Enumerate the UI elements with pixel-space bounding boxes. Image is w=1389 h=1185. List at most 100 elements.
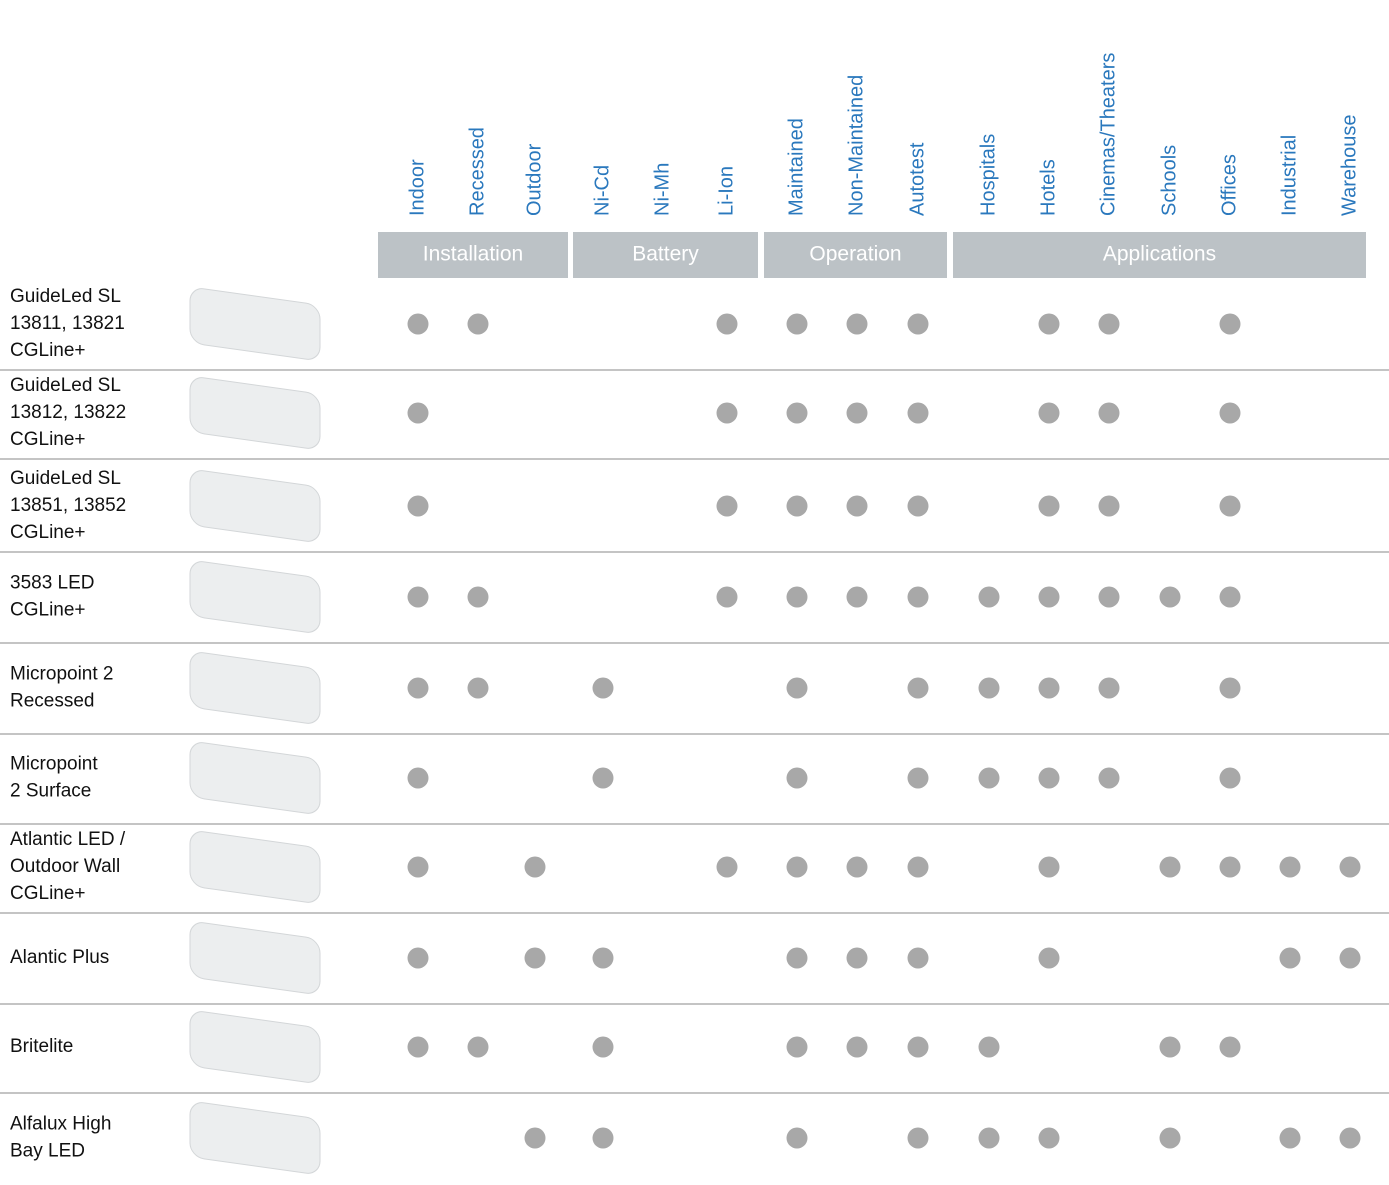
column-header: Indoor (406, 159, 428, 216)
feature-dot (786, 495, 808, 517)
feature-dot (786, 947, 808, 969)
product-name: GuideLed SL (10, 375, 121, 396)
column-header: Ni-Mh (651, 163, 673, 216)
group-label: Battery (632, 243, 699, 266)
feature-dot (907, 947, 929, 969)
group-label: Operation (809, 243, 901, 266)
product-name: Recessed (10, 691, 95, 712)
product-name: CGLine+ (10, 340, 86, 361)
column-header: Recessed (466, 127, 488, 216)
feature-dot (907, 402, 929, 424)
feature-dot (592, 767, 614, 789)
feature-dot (524, 1127, 546, 1149)
feature-dot (467, 677, 489, 699)
feature-dot (592, 1127, 614, 1149)
feature-dot (1038, 586, 1060, 608)
product-name: 13812, 13822 (10, 402, 126, 423)
feature-dot (786, 402, 808, 424)
feature-dot (786, 1127, 808, 1149)
product-image (189, 470, 321, 542)
feature-dot (1038, 677, 1060, 699)
feature-dot (524, 947, 546, 969)
feature-dot (1098, 495, 1120, 517)
column-header: Offices (1218, 154, 1240, 216)
feature-dot (1279, 856, 1301, 878)
feature-dot (1098, 402, 1120, 424)
column-header: Industrial (1278, 135, 1300, 216)
product-image (189, 288, 321, 360)
feature-dot (1098, 677, 1120, 699)
feature-dot (846, 1036, 868, 1058)
column-header: Hotels (1037, 159, 1059, 216)
feature-dot (978, 767, 1000, 789)
feature-dot (1219, 677, 1241, 699)
product-image (189, 922, 321, 994)
product-image (189, 652, 321, 724)
product-name: 13811, 13821 (10, 313, 125, 334)
feature-dot (1279, 947, 1301, 969)
feature-dot (716, 402, 738, 424)
feature-dot (592, 947, 614, 969)
feature-dot (1219, 1036, 1241, 1058)
feature-dot (1219, 586, 1241, 608)
feature-dot (907, 677, 929, 699)
feature-dot (1339, 947, 1361, 969)
column-header: Cinemas/Theaters (1097, 53, 1119, 216)
feature-dot (524, 856, 546, 878)
feature-dot (407, 677, 429, 699)
feature-dot (407, 947, 429, 969)
feature-dot (1279, 1127, 1301, 1149)
feature-dot (716, 586, 738, 608)
feature-dot (407, 767, 429, 789)
feature-dot (407, 586, 429, 608)
product-name: Bay LED (10, 1141, 85, 1162)
feature-dot (592, 1036, 614, 1058)
feature-dot (786, 856, 808, 878)
feature-dot (407, 402, 429, 424)
column-header: Hospitals (977, 134, 999, 216)
group-bar (953, 232, 1366, 278)
feature-dot (846, 856, 868, 878)
feature-dot (978, 677, 1000, 699)
product-name: 3583 LED (10, 573, 95, 594)
feature-dot (846, 402, 868, 424)
feature-dot (978, 586, 1000, 608)
feature-dot (467, 313, 489, 335)
feature-dot (978, 1036, 1000, 1058)
product-name: Atlantic LED / (10, 829, 126, 850)
product-name: Micropoint (10, 754, 98, 775)
feature-dot (846, 947, 868, 969)
product-image (189, 561, 321, 633)
feature-dot (786, 313, 808, 335)
feature-dot (1159, 1127, 1181, 1149)
feature-dot (1038, 495, 1060, 517)
feature-dot (907, 1036, 929, 1058)
product-name: GuideLed SL (10, 286, 121, 307)
feature-dot (1098, 313, 1120, 335)
feature-dot (1219, 767, 1241, 789)
feature-dot (407, 856, 429, 878)
feature-dot (1219, 495, 1241, 517)
feature-dot (786, 586, 808, 608)
product-name: Britelite (10, 1036, 73, 1057)
feature-dot (846, 495, 868, 517)
feature-dot (907, 856, 929, 878)
feature-dot (786, 677, 808, 699)
feature-dot (907, 1127, 929, 1149)
feature-dot (467, 586, 489, 608)
product-name: CGLine+ (10, 600, 86, 621)
feature-dot (407, 1036, 429, 1058)
feature-dot (716, 313, 738, 335)
feature-dot (786, 1036, 808, 1058)
feature-dot (846, 586, 868, 608)
product-image (189, 377, 321, 449)
feature-dot (1339, 856, 1361, 878)
group-label: Applications (1103, 243, 1216, 266)
feature-dot (907, 586, 929, 608)
feature-dot (716, 856, 738, 878)
feature-dot (716, 495, 738, 517)
feature-dot (407, 495, 429, 517)
feature-dot (907, 495, 929, 517)
product-image (189, 1102, 321, 1174)
column-header: Maintained (785, 118, 807, 216)
